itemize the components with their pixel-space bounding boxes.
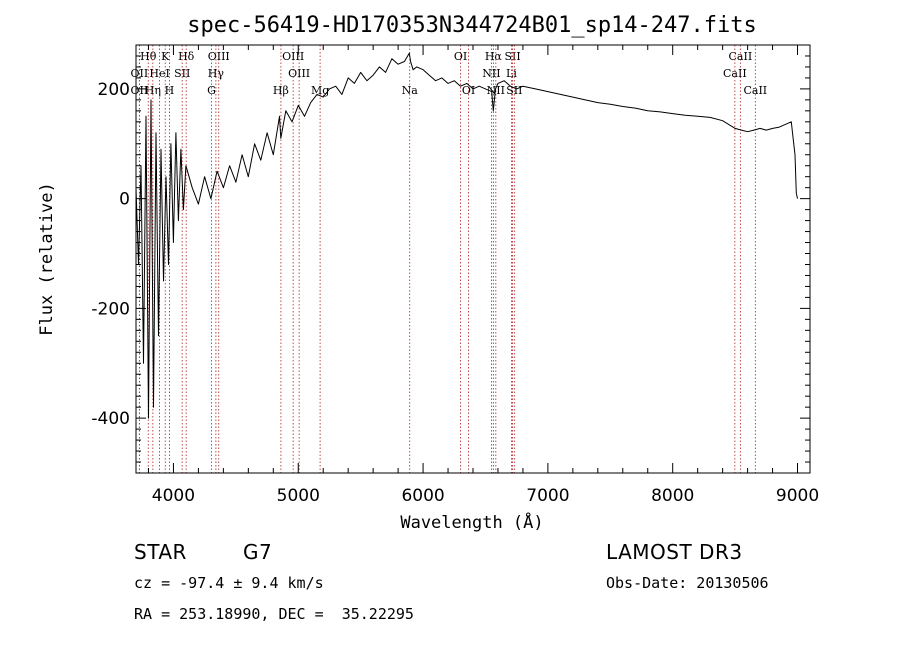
velocity-readout: cz = -97.4 ± 9.4 km/s — [134, 574, 324, 592]
obs-date: Obs-Date: 20130506 — [606, 574, 769, 592]
line-label: Hγ — [208, 67, 225, 80]
line-label: SII — [506, 84, 522, 97]
line-label: Hθ — [140, 50, 157, 63]
line-label: OI — [454, 50, 467, 63]
line-label: HeI — [149, 67, 169, 80]
line-label: CaII — [729, 50, 753, 63]
x-ticks: 4000 5000 6000 7000 8000 9000 — [147, 45, 819, 506]
line-label: NII — [482, 67, 500, 80]
y-axis-label: Flux (relative) — [37, 182, 57, 336]
object-subclass: G7 — [243, 540, 273, 564]
y-ticks: -400 -200 0 200 — [91, 55, 810, 463]
line-label: G — [207, 84, 216, 97]
x-tick-label: 4000 — [152, 486, 195, 506]
line-label: Hα — [485, 50, 503, 63]
coordinates: RA = 253.18990, DEC = 35.22295 — [134, 605, 414, 623]
line-label: H — [165, 84, 175, 97]
x-tick-label: 9000 — [776, 486, 819, 506]
line-label: Mg — [311, 84, 329, 97]
line-label: OIII — [288, 67, 310, 80]
x-tick-label: 5000 — [277, 486, 320, 506]
line-label: Hβ — [273, 84, 289, 97]
spectrum-line — [135, 52, 798, 419]
x-axis-label: Wavelength (Å) — [400, 511, 543, 533]
line-label: SII — [504, 50, 520, 63]
x-tick-label: 8000 — [651, 486, 694, 506]
line-label: CaII — [743, 84, 767, 97]
line-label: Hδ — [178, 50, 195, 63]
survey-name: LAMOST DR3 — [606, 540, 743, 564]
line-label: OII — [131, 84, 149, 97]
object-class: STAR — [134, 540, 187, 564]
y-tick-label: -400 — [91, 409, 130, 429]
line-label: Na — [402, 84, 419, 97]
line-label: OIII — [208, 50, 230, 63]
line-label: Li — [506, 67, 517, 80]
chart-title: spec-56419-HD170353N344724B01_sp14-247.f… — [187, 13, 757, 38]
line-label: OIII — [282, 50, 304, 63]
line-label: Hη — [145, 84, 161, 97]
x-tick-label: 7000 — [526, 486, 569, 506]
plot-frame — [135, 44, 811, 474]
y-tick-label: 0 — [119, 190, 130, 210]
line-label: K — [161, 50, 170, 63]
line-label: OI — [462, 84, 475, 97]
x-tick-label: 6000 — [401, 486, 444, 506]
line-label: CaII — [723, 67, 747, 80]
y-tick-label: -200 — [91, 299, 130, 319]
line-label: SII — [174, 67, 190, 80]
y-tick-label: 200 — [98, 80, 130, 100]
spectrum-layer — [135, 52, 798, 419]
